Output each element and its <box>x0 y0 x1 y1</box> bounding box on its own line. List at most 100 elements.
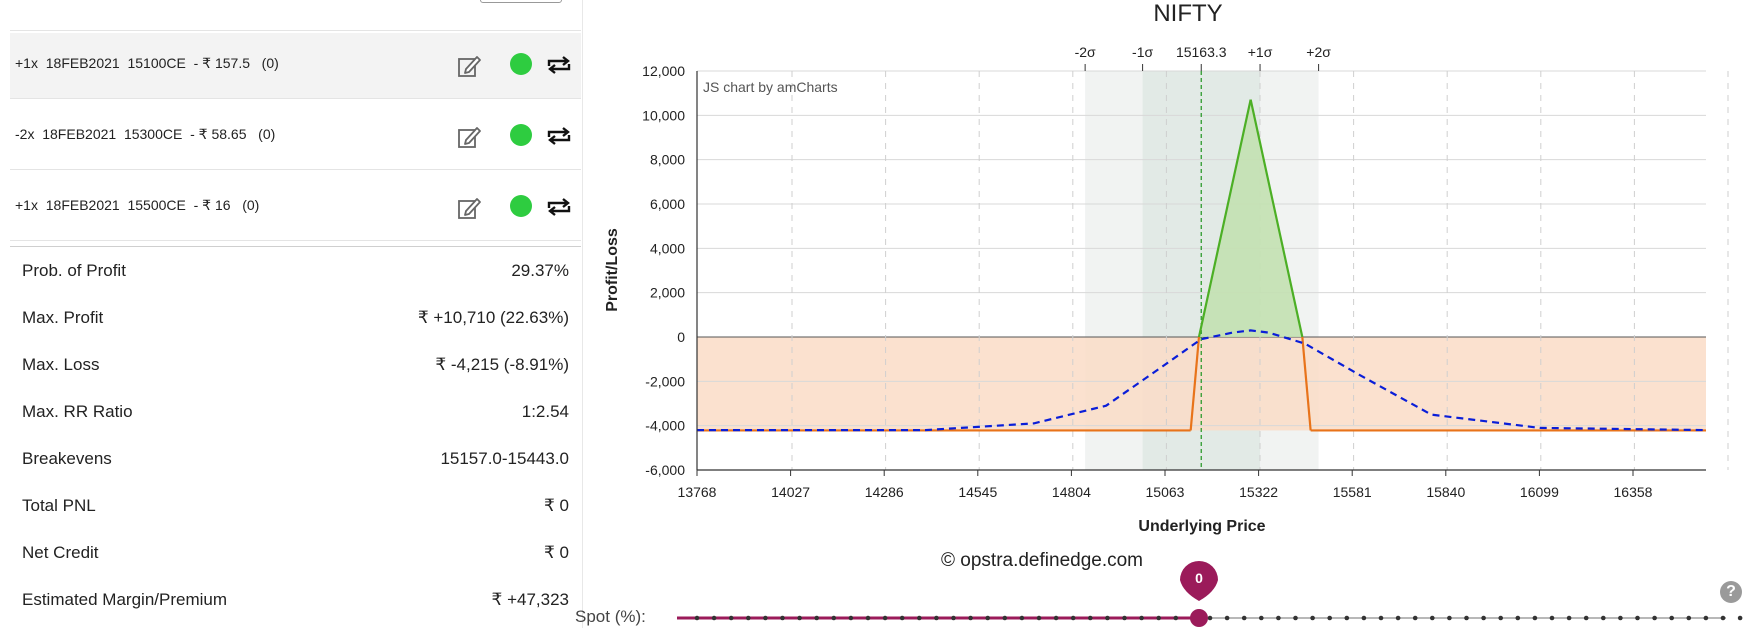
slider-step-dot <box>951 615 956 621</box>
stat-value: 29.37% <box>511 261 569 280</box>
profit-zone-fill <box>1198 99 1303 337</box>
slider-step-dot <box>1566 615 1572 621</box>
stat-row: Estimated Margin/Premium ₹ +47,323 <box>10 576 581 623</box>
stat-row: Net Credit ₹ 0 <box>10 529 581 576</box>
y-tick-label: -2,000 <box>645 373 685 389</box>
stat-label: Net Credit <box>22 543 99 562</box>
slider-step-dot <box>1447 615 1452 621</box>
slider-step-dot <box>1310 615 1315 621</box>
slider-step-dot <box>968 615 973 621</box>
y-tick-label: 0 <box>677 329 685 345</box>
slider-step-dot <box>985 615 990 621</box>
slider-step-dot <box>934 615 939 621</box>
stat-value: 1:2.54 <box>521 402 569 421</box>
payoff-chart-area: -6,000 -4,000 -2,000 0 2,000 4,000 6,000 8,000 1… <box>582 0 1760 628</box>
payoff-line-segment <box>1301 336 1312 431</box>
edit-icon[interactable] <box>457 53 483 79</box>
slider-step-dot <box>1720 615 1726 621</box>
x-tick-label: 13768 <box>678 484 717 500</box>
slider-step-dot <box>746 615 751 621</box>
slider-step-dot <box>1669 615 1674 621</box>
copyright-watermark: © opstra.definedge.com <box>941 550 1144 571</box>
slider-step-dot <box>1293 615 1298 621</box>
status-dot[interactable] <box>510 53 532 75</box>
y-tick-label: 2,000 <box>650 285 685 301</box>
sigma-label: -2σ <box>1075 44 1096 60</box>
slider-step-dot <box>728 615 734 621</box>
expected-payoff-curve <box>697 329 1707 432</box>
leg-description: -2x 18FEB2021 15300CE - ₹ 58.65 (0) <box>15 126 276 142</box>
slider-step-dot <box>1344 615 1350 621</box>
repeat-icon[interactable] <box>545 195 573 219</box>
payoff-chart: -6,000 -4,000 -2,000 0 2,000 4,000 6,000 8,000 1… <box>604 0 1743 627</box>
slider-step-dot <box>1498 615 1503 621</box>
x-tick-label: 14545 <box>958 484 997 500</box>
slider-step-dot <box>865 615 871 621</box>
x-tick-label: 14804 <box>1052 484 1091 500</box>
x-tick-label: 15322 <box>1239 484 1278 500</box>
y-axis-label: Profit/Loss <box>604 228 621 312</box>
leg-description: +1x 18FEB2021 15100CE - ₹ 157.5 (0) <box>15 55 279 71</box>
stat-label: Breakevens <box>22 449 112 468</box>
slider-step-dot <box>797 615 802 621</box>
y-tick-label: 6,000 <box>650 196 685 212</box>
stats-table: Prob. of Profit 29.37% Max. Profit ₹ +10,71… <box>10 246 581 623</box>
header-button[interactable] <box>480 0 562 3</box>
stat-value: ₹ +47,323 <box>491 590 569 609</box>
edit-icon[interactable] <box>457 124 483 150</box>
x-axis-label: Underlying Price <box>1138 518 1265 535</box>
x-tick-label: 14286 <box>865 484 904 500</box>
leg-row[interactable]: +1x 18FEB2021 15100CE - ₹ 157.5 (0) <box>10 33 581 99</box>
sigma-label: +2σ <box>1306 44 1331 60</box>
slider-step-dot <box>882 615 888 621</box>
spot-slider-handle[interactable] <box>1190 609 1208 627</box>
leg-description: +1x 18FEB2021 15500CE - ₹ 16 (0) <box>15 197 260 213</box>
sigma-label: -1σ <box>1132 44 1153 60</box>
slider-step-dot <box>1241 615 1247 621</box>
slider-step-dot <box>1088 615 1093 621</box>
x-tick-label: 15840 <box>1426 484 1465 500</box>
slider-step-dot <box>763 615 768 621</box>
help-icon[interactable]: ? <box>1720 581 1742 603</box>
slider-step-dot <box>1327 615 1332 621</box>
leg-row[interactable]: -2x 18FEB2021 15300CE - ₹ 58.65 (0) <box>10 104 581 170</box>
stat-row: Max. RR Ratio 1:2.54 <box>10 388 581 435</box>
stat-row: Prob. of Profit 29.37% <box>10 247 581 294</box>
slider-step-dot <box>1259 615 1264 621</box>
payoff-line-segment <box>1249 99 1304 338</box>
sigma-label: +1σ <box>1248 44 1273 60</box>
slider-step-dot <box>1002 615 1008 621</box>
slider-step-dot <box>831 615 837 621</box>
chart-title: NIFTY <box>1153 0 1222 27</box>
status-dot[interactable] <box>510 195 532 217</box>
slider-value-bubble <box>1180 560 1218 601</box>
stat-row: Breakevens 15157.0-15443.0 <box>10 435 581 482</box>
x-tick-label: 15063 <box>1146 484 1185 500</box>
stat-label: Prob. of Profit <box>22 261 126 280</box>
repeat-icon[interactable] <box>545 124 573 148</box>
status-dot[interactable] <box>510 124 532 146</box>
slider-step-dot <box>1036 615 1042 621</box>
slider-step-dot <box>1053 615 1059 621</box>
stat-value: ₹ +10,710 (22.63%) <box>417 308 569 327</box>
stat-value: ₹ -4,215 (-8.91%) <box>435 355 569 374</box>
stat-value: ₹ 0 <box>544 543 569 562</box>
repeat-icon[interactable] <box>545 53 573 77</box>
stat-row: Total PNL ₹ 0 <box>10 482 581 529</box>
slider-step-dot <box>1601 615 1606 621</box>
y-tick-label: 8,000 <box>650 152 685 168</box>
payoff-line-segment <box>1189 336 1201 431</box>
y-tick-label: 12,000 <box>642 63 685 79</box>
slider-step-dot <box>1019 615 1025 621</box>
slider-step-dot <box>1635 615 1640 621</box>
slider-step-dot <box>1549 615 1555 621</box>
slider-step-dot <box>1122 615 1127 621</box>
amcharts-credit: JS chart by amCharts <box>703 79 838 95</box>
edit-icon[interactable] <box>457 195 483 221</box>
slider-step-dot <box>1070 615 1076 621</box>
y-tick-label: 10,000 <box>642 107 685 123</box>
slider-step-dot <box>1395 615 1401 621</box>
payoff-line-segment <box>1197 99 1252 338</box>
leg-row[interactable]: +1x 18FEB2021 15500CE - ₹ 16 (0) <box>10 175 581 241</box>
slider-step-dot <box>1618 615 1623 621</box>
